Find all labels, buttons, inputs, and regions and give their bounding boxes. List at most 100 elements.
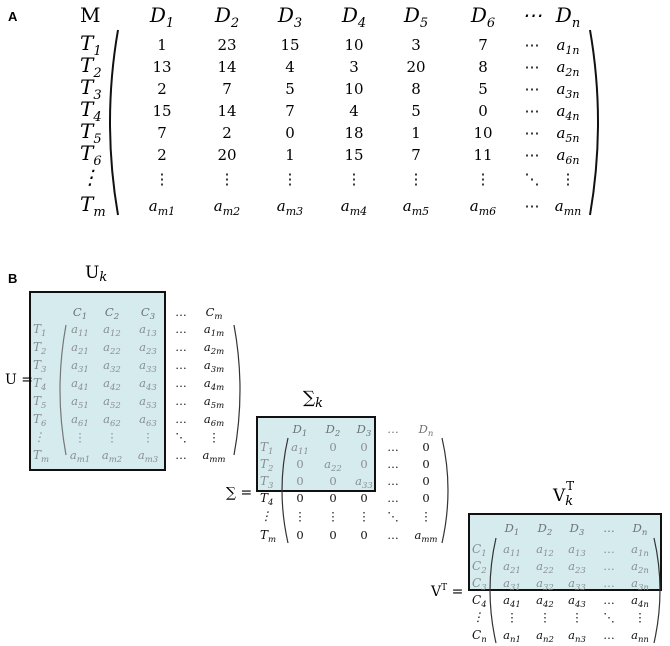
matrix-cell: a1n <box>556 36 579 57</box>
matrix-cell: ⋱ <box>525 170 540 188</box>
u-matrix-cell: a62 <box>103 412 121 429</box>
u-matrix-cell: amm <box>203 448 226 465</box>
matrix-cell: 0 <box>329 528 336 542</box>
u-matrix-cell: … <box>175 322 187 336</box>
matrix-cell: 5 <box>285 80 295 98</box>
row-header-7: ⋮ <box>80 165 100 189</box>
matrix-cell: … <box>387 491 399 505</box>
column-header: D3 <box>356 422 372 439</box>
row-header: Cn <box>472 628 487 645</box>
matrix-cell: 0 <box>360 491 367 505</box>
matrix-cell: 13 <box>152 58 171 76</box>
matrix-cell: a4n <box>631 593 649 610</box>
matrix-cell: an1 <box>503 628 521 645</box>
u-matrix-cell: ⋮ <box>74 430 86 444</box>
matrix-cell: 1 <box>285 146 295 164</box>
matrix-cell: ⋮ <box>155 170 170 188</box>
matrix-cell: 7 <box>222 80 232 98</box>
v-equals-label: VT = <box>430 583 463 600</box>
panel-a-label: A <box>8 9 18 24</box>
u-matrix-cell: … <box>175 340 187 354</box>
u-matrix-cell: a32 <box>103 358 121 375</box>
column-header-5: D5 <box>403 3 428 31</box>
sigma-right-paren <box>441 437 449 544</box>
u-matrix-cell: am3 <box>138 448 158 465</box>
row-header-6: T6 <box>80 141 102 169</box>
matrix-cell: 0 <box>329 440 336 454</box>
matrix-cell: 1 <box>411 124 421 142</box>
matrix-cell: an3 <box>568 628 586 645</box>
matrix-cell: a31 <box>503 576 521 593</box>
u-row-header: T5 <box>33 394 46 411</box>
u-title: Uk <box>85 263 107 285</box>
u-row-header: T4 <box>33 376 46 393</box>
matrix-cell: 2 <box>222 124 232 142</box>
u-matrix-cell: ⋮ <box>208 430 220 444</box>
u-left-paren <box>59 324 67 456</box>
matrix-cell: ⋮ <box>506 610 518 624</box>
row-header-3: T3 <box>80 75 102 103</box>
matrix-cell: ⋮ <box>327 509 339 523</box>
u-matrix-cell: … <box>175 394 187 408</box>
u-matrix-cell: a12 <box>103 322 121 339</box>
u-matrix-cell: a4m <box>204 376 224 393</box>
row-header: Tm <box>260 528 276 545</box>
left-parenthesis <box>109 29 119 216</box>
matrix-cell: ⋯ <box>525 36 540 54</box>
sigma-highlight-box <box>256 416 376 492</box>
matrix-cell: ⋯ <box>525 197 540 215</box>
matrix-cell: 0 <box>296 457 303 471</box>
column-header: Dn <box>418 422 434 439</box>
u-matrix-cell: a23 <box>139 340 157 357</box>
column-header: … <box>387 422 399 436</box>
matrix-corner-label: M <box>80 3 100 27</box>
matrix-cell: ann <box>631 628 649 645</box>
matrix-cell: a1n <box>631 542 649 559</box>
column-header-2: D2 <box>214 3 239 31</box>
matrix-cell: … <box>387 440 399 454</box>
u-right-paren <box>233 324 241 456</box>
matrix-cell: ⋯ <box>525 58 540 76</box>
matrix-cell: 10 <box>344 80 363 98</box>
matrix-cell: a41 <box>503 593 521 610</box>
matrix-cell: a22 <box>324 457 342 474</box>
matrix-cell: ⋮ <box>358 509 370 523</box>
row-header-2: T2 <box>80 53 102 81</box>
matrix-cell: ⋮ <box>571 610 583 624</box>
u-column-header: C3 <box>141 305 155 322</box>
column-header-1: D1 <box>149 3 174 31</box>
matrix-cell: 7 <box>285 102 295 120</box>
row-header: T3 <box>260 474 273 491</box>
u-matrix-cell: a3m <box>204 358 224 375</box>
matrix-cell: … <box>603 593 615 607</box>
u-matrix-cell: … <box>175 376 187 390</box>
matrix-cell: 11 <box>473 146 492 164</box>
matrix-cell: amn <box>555 197 581 218</box>
matrix-cell: 2 <box>157 146 167 164</box>
matrix-cell: … <box>603 628 615 642</box>
matrix-cell: am4 <box>341 197 367 218</box>
u-matrix-cell: a61 <box>71 412 89 429</box>
matrix-cell: am2 <box>214 197 240 218</box>
row-header: T2 <box>260 457 273 474</box>
matrix-cell: 18 <box>344 124 363 142</box>
matrix-cell: ⋮ <box>420 509 432 523</box>
matrix-cell: 0 <box>360 528 367 542</box>
row-header: C3 <box>472 576 487 593</box>
matrix-cell: ⋱ <box>387 509 399 523</box>
row-header: T1 <box>260 440 273 457</box>
u-matrix-cell: am2 <box>102 448 122 465</box>
u-matrix-cell: a13 <box>139 322 157 339</box>
v-left-paren <box>489 537 497 644</box>
u-matrix-cell: a41 <box>71 376 89 393</box>
matrix-cell: 0 <box>329 474 336 488</box>
matrix-cell: 0 <box>296 528 303 542</box>
matrix-cell: 10 <box>473 124 492 142</box>
row-header: ⋮ <box>472 610 484 624</box>
matrix-cell: a2n <box>556 58 579 79</box>
u-matrix-cell: a21 <box>71 340 89 357</box>
column-header-8: Dn <box>555 3 580 31</box>
row-header-5: T5 <box>80 119 102 147</box>
